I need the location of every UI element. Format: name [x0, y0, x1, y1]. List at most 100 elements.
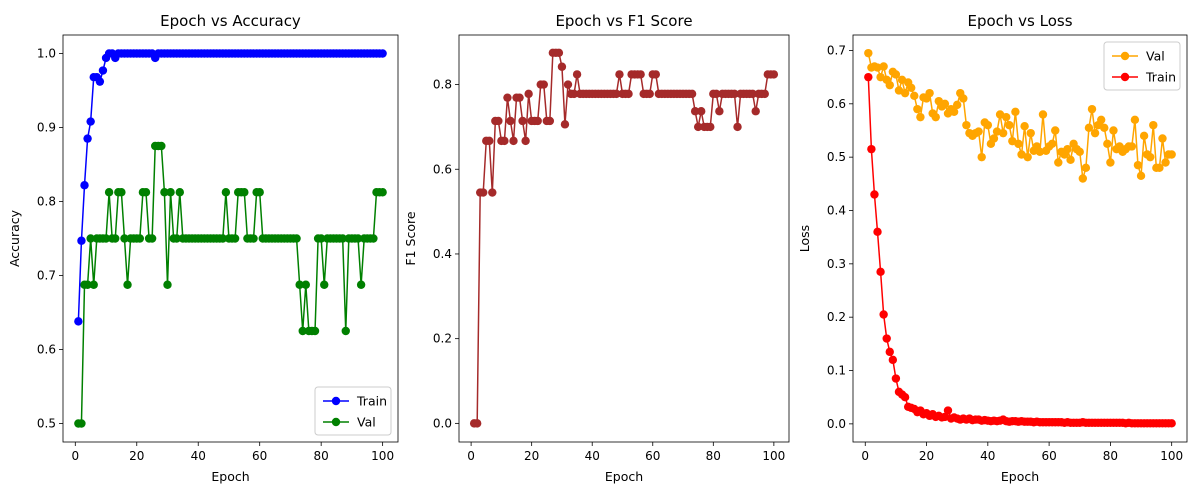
data-point [338, 234, 347, 243]
y-axis-label: F1 Score [403, 211, 418, 265]
data-point [569, 89, 579, 99]
x-tick-label: 60 [1041, 449, 1056, 463]
data-point [494, 116, 503, 126]
data-point [940, 99, 950, 109]
data-point [77, 236, 86, 245]
legend-swatch-marker [1120, 51, 1130, 61]
data-point [524, 89, 533, 99]
data-point [876, 267, 885, 277]
data-point [147, 234, 157, 243]
data-point [316, 234, 326, 243]
data-point [748, 89, 757, 99]
data-point [864, 72, 873, 82]
x-tick-label: 80 [314, 449, 329, 463]
y-axis-label: Loss [797, 225, 812, 252]
x-tick-label: 100 [371, 449, 394, 463]
y-tick-label: 0.1 [827, 364, 846, 378]
data-point [1127, 142, 1137, 151]
data-point [89, 280, 98, 289]
data-point [891, 374, 901, 383]
subplot-1: Epoch vs Accuracy 0 20 40 60 80 100 0.5 0.6 0.7 0.… [7, 12, 399, 484]
data-point [506, 116, 515, 126]
data-point [356, 280, 366, 289]
data-point [1047, 139, 1057, 149]
data-point [141, 188, 151, 197]
x-tick-label: 80 [1103, 449, 1118, 463]
data-point [760, 89, 769, 99]
x-tick-label: 100 [762, 449, 785, 463]
data-point [690, 107, 700, 116]
data-point [310, 326, 320, 336]
data-point [521, 136, 530, 146]
data-point [166, 188, 175, 197]
data-point [943, 406, 953, 415]
data-point [1149, 120, 1158, 130]
data-point [989, 134, 999, 143]
data-point [77, 419, 86, 428]
data-point [1155, 163, 1164, 173]
legend-label: Train [356, 394, 387, 409]
data-point [977, 152, 986, 162]
data-point [983, 120, 993, 130]
data-point [539, 80, 548, 89]
data-point [931, 112, 940, 122]
data-point [873, 227, 882, 237]
data-point [98, 66, 108, 75]
data-point [160, 188, 169, 197]
data-point [864, 48, 873, 58]
series-val [864, 48, 1176, 183]
data-point [1023, 152, 1032, 162]
series-train [864, 72, 1176, 428]
data-point [1106, 158, 1115, 167]
data-point [120, 234, 129, 243]
data-point [292, 234, 301, 243]
data-point [298, 326, 307, 336]
data-point [1087, 104, 1097, 114]
data-point [645, 89, 654, 99]
data-point [885, 80, 894, 90]
data-point [925, 88, 934, 98]
data-point [533, 116, 542, 126]
data-point [295, 280, 304, 289]
y-tick-label: 0.8 [433, 78, 452, 92]
data-point [509, 136, 518, 146]
plot-frame [458, 34, 790, 443]
data-point [518, 116, 527, 126]
data-point [888, 355, 898, 365]
data-point [974, 127, 983, 136]
legend-swatch-marker [331, 417, 341, 427]
data-point [135, 234, 145, 243]
x-tick-label: 20 [524, 449, 539, 463]
y-tick-label: 0.7 [37, 269, 56, 283]
data-point [157, 141, 166, 151]
legend-label: Val [357, 415, 376, 430]
data-point [1136, 171, 1146, 181]
y-tick-label: 0.9 [37, 121, 56, 135]
data-point [485, 136, 494, 146]
data-point [1139, 131, 1149, 141]
data-point [1161, 158, 1170, 167]
data-point [998, 128, 1008, 138]
x-tick-label: 80 [706, 449, 721, 463]
data-point [218, 234, 228, 243]
data-point [1090, 128, 1100, 138]
data-point [249, 234, 258, 243]
data-point [1081, 163, 1091, 173]
x-tick-label: 0 [71, 449, 79, 463]
data-point [111, 234, 120, 243]
chart-title: Epoch vs Loss [967, 12, 1072, 30]
data-point [636, 70, 645, 79]
series-train [74, 49, 387, 326]
y-axis-label: Accuracy [7, 209, 22, 267]
data-point [572, 70, 582, 79]
data-point [697, 107, 706, 116]
data-point [959, 94, 968, 103]
data-point [693, 122, 703, 132]
data-point [1014, 139, 1023, 149]
x-tick-label: 0 [467, 449, 475, 463]
data-point [369, 234, 378, 243]
y-tick-label: 0.0 [827, 417, 846, 431]
legend-label: Val [1146, 49, 1165, 64]
x-tick-label: 100 [1160, 449, 1183, 463]
data-point [83, 134, 92, 143]
